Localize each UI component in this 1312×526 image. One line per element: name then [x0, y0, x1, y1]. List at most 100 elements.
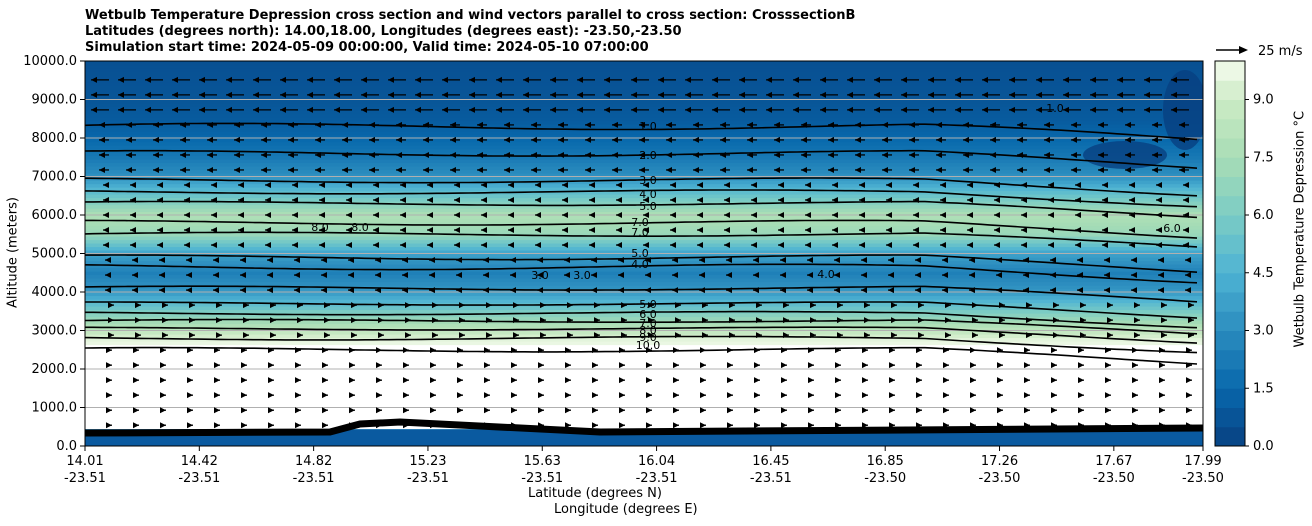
wind-vector-head: [346, 212, 352, 218]
wind-vector-head: [105, 272, 111, 279]
wind-vector-head: [106, 422, 112, 429]
wind-vector-head: [396, 136, 402, 143]
wind-vector-head: [187, 377, 193, 384]
wind-vector-head: [199, 76, 205, 83]
wind-vector-head: [430, 392, 436, 399]
wind-vector-head: [130, 196, 136, 203]
wind-vector-head: [153, 121, 159, 128]
field-band: [85, 155, 1203, 160]
wind-vector-head: [322, 347, 328, 354]
field-band: [85, 218, 1203, 223]
wind-vector-head: [1105, 422, 1111, 429]
wind-vector-head: [454, 212, 460, 218]
wind-vector-head: [531, 121, 537, 128]
wind-vector-head: [427, 242, 433, 249]
wind-vector-head: [184, 181, 190, 188]
wind-vector-head: [1024, 362, 1030, 369]
wind-vector-head: [268, 347, 274, 354]
wind-vector-head: [801, 166, 807, 173]
wind-vector-head: [405, 317, 411, 324]
wind-vector-head: [400, 196, 406, 203]
wind-vector-head: [180, 136, 186, 143]
wind-vector-head: [342, 121, 348, 128]
wind-vector-head: [837, 302, 843, 309]
wind-vector-head: [585, 166, 591, 173]
wind-vector-head: [118, 106, 124, 113]
wind-vector-head: [538, 422, 544, 429]
contour-label: 4.0: [817, 268, 835, 281]
field-band: [85, 117, 1203, 122]
wind-vector-head: [778, 212, 784, 218]
wind-vector-head: [457, 422, 463, 429]
wind-vector-head: [712, 76, 718, 83]
wind-vector-head: [427, 212, 433, 218]
wind-vector-head: [720, 166, 726, 173]
wind-vector-head: [673, 347, 679, 354]
wind-vector-head: [1021, 196, 1027, 203]
colorbar-segment: [1215, 234, 1245, 254]
wind-vector-head: [238, 181, 244, 188]
wind-vector-head: [832, 212, 838, 218]
wind-vector-head: [1159, 407, 1165, 414]
wind-vector-head: [349, 377, 355, 384]
wind-vector-head: [130, 227, 136, 234]
colorbar-tick-label: 3.0: [1253, 324, 1274, 339]
wind-vector-head: [99, 121, 105, 128]
wind-vector-head: [504, 166, 510, 173]
wind-vector-head: [888, 287, 894, 294]
wind-vector-head: [639, 136, 645, 143]
wind-vector-head: [808, 392, 814, 399]
wind-vector-head: [747, 166, 753, 173]
wind-vector-head: [319, 212, 325, 218]
wind-vector-head: [189, 317, 195, 324]
wind-vector-head: [483, 257, 489, 264]
wind-vector-head: [1050, 257, 1056, 264]
wind-vector-head: [724, 181, 730, 188]
wind-vector-head: [940, 181, 946, 188]
wind-vector-head: [216, 302, 222, 309]
wind-vector-head: [1024, 392, 1030, 399]
wind-vector-head: [396, 151, 402, 158]
wind-vector-head: [145, 91, 151, 98]
wind-vector-head: [1186, 422, 1192, 429]
wind-vector-head: [1161, 302, 1167, 309]
field-band: [85, 78, 1203, 83]
wind-vector-head: [889, 347, 895, 354]
wind-vector-head: [967, 227, 973, 234]
wind-vector-head: [456, 257, 462, 264]
wind-vector-head: [1183, 181, 1189, 188]
field-band: [85, 222, 1203, 227]
wind-vector-head: [658, 76, 664, 83]
wind-vector-head: [808, 407, 814, 414]
wind-vector-head: [454, 242, 460, 249]
wind-vector-head: [322, 362, 328, 369]
wind-vector-head: [754, 362, 760, 369]
field-band: [85, 386, 1203, 391]
field-band: [85, 358, 1203, 363]
wind-vector-head: [211, 196, 217, 203]
wind-vector-head: [430, 377, 436, 384]
wind-vector-head: [835, 362, 841, 369]
field-band: [85, 236, 1203, 241]
colorbar: 0.0 1.5 3.0 4.5 6.0 7.5 9.0: [1214, 60, 1274, 454]
wind-vector-head: [673, 392, 679, 399]
wind-vector-head: [913, 242, 919, 249]
wind-vector-head: [943, 407, 949, 414]
wind-vector-head: [697, 196, 703, 203]
wind-vector-head: [91, 106, 97, 113]
wind-vector-head: [913, 181, 919, 188]
wind-vector-head: [483, 272, 489, 279]
wind-vector-head: [909, 166, 915, 173]
wind-vector-head: [712, 91, 718, 98]
wind-vector-head: [751, 242, 757, 249]
wind-vector-head: [726, 272, 732, 279]
wind-vector-head: [1144, 91, 1150, 98]
wind-vector-head: [442, 76, 448, 83]
x-tick-label-lon: -23.51: [521, 471, 563, 486]
wind-vector-head: [349, 362, 355, 369]
wind-vector-head: [592, 377, 598, 384]
wind-vector-head: [523, 106, 529, 113]
wind-vector-head: [997, 392, 1003, 399]
wind-vector-head: [1024, 422, 1030, 429]
wind-vector-head: [214, 407, 220, 414]
